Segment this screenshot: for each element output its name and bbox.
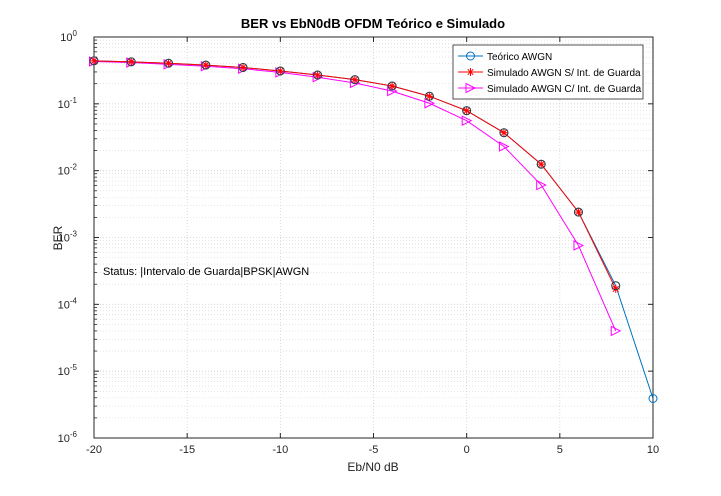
data-point: [499, 128, 509, 138]
data-point: [164, 58, 173, 68]
legend-item: Simulado AWGN C/ Int. de Guarda: [458, 82, 642, 95]
series-1: [90, 56, 620, 293]
y-tick-label: 10-3: [58, 230, 78, 245]
y-tick-label: 10-6: [58, 430, 78, 445]
data-point: [499, 128, 508, 137]
data-point: [536, 179, 547, 191]
data-point: [313, 70, 323, 80]
data-point: [275, 66, 285, 76]
chart-title: BER vs EbN0dB OFDM Teórico e Simulado: [241, 16, 505, 31]
data-point: [424, 97, 436, 109]
data-point: [573, 240, 585, 251]
x-axis-label: Eb/N0 dB: [347, 460, 398, 474]
data-point: [238, 63, 248, 72]
x-tick-label: -20: [86, 444, 102, 456]
data-point: [648, 393, 658, 403]
series-layer: [89, 56, 658, 403]
series-0-overlay: [89, 56, 621, 291]
legend-label: Simulado AWGN C/ Int. de Guarda: [487, 84, 642, 95]
status-annotation: Status: |Intervalo de Guarda|BPSK|AWGN: [103, 266, 309, 278]
y-axis-label: BER: [51, 225, 65, 250]
data-point: [89, 56, 99, 66]
y-tick-label: 100: [60, 29, 77, 44]
legend-label: Simulado AWGN S/ Int. de Guarda: [487, 68, 641, 79]
data-point: [127, 57, 136, 66]
data-point: [201, 61, 210, 70]
data-point: [537, 160, 546, 169]
x-tick-label: -15: [179, 444, 195, 456]
y-tick-label: 10-4: [58, 296, 78, 311]
data-point: [424, 91, 434, 101]
data-point: [574, 207, 583, 217]
data-point: [498, 141, 510, 152]
data-point: [536, 159, 546, 169]
legend-box: [452, 44, 644, 100]
data-point: [313, 71, 322, 80]
data-point: [350, 75, 360, 85]
data-point: [239, 63, 248, 72]
data-point: [387, 81, 397, 91]
y-tick-label: 10-5: [58, 363, 78, 378]
data-point: [90, 56, 98, 65]
legend-label: Teórico AWGN: [487, 52, 552, 63]
data-point: [350, 75, 359, 84]
data-point: [462, 106, 471, 115]
x-tick-label: 10: [647, 444, 659, 456]
legend-item: Teórico AWGN: [458, 51, 552, 63]
legend: Teórico AWGN Simulado AWGN S/ Int. de Gua…: [452, 44, 644, 100]
data-point: [276, 66, 285, 75]
data-point: [611, 281, 621, 291]
data-point: [201, 60, 211, 70]
data-point: [466, 68, 475, 76]
data-point: [465, 82, 477, 94]
data-point: [462, 106, 472, 116]
y-tick-label: 10-1: [58, 96, 78, 111]
data-point: [461, 115, 473, 126]
data-point: [610, 325, 622, 337]
data-point: [388, 81, 397, 90]
data-point: [466, 51, 475, 61]
data-point: [574, 208, 583, 217]
data-point: [126, 57, 136, 67]
data-point: [164, 59, 173, 68]
x-tick-label: 0: [464, 444, 470, 456]
legend-item: Simulado AWGN S/ Int. de Guarda: [458, 68, 641, 79]
x-tick-label: -10: [272, 444, 288, 456]
axes: -20 -15 -10 -5 0 5 10 100 10-1 10-2 10-3 10-4 10-5 10…: [58, 29, 660, 456]
data-point: [425, 92, 434, 101]
y-tick-label: 10-2: [58, 163, 78, 178]
x-tick-label: 5: [557, 444, 563, 456]
x-tick-label: -5: [369, 444, 379, 456]
